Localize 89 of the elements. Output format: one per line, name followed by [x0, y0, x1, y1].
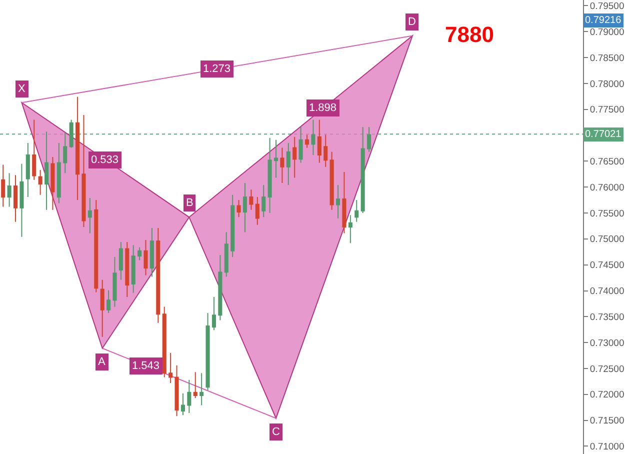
annotation: B [186, 197, 194, 209]
candlestick [180, 392, 185, 416]
candlestick [230, 194, 235, 258]
candlestick [118, 242, 123, 280]
candlestick [94, 200, 98, 293]
candlestick [44, 131, 49, 210]
candlestick [348, 214, 352, 244]
candlestick [131, 244, 136, 294]
candlestick [174, 364, 179, 417]
y-tick-label: 0.75000 [590, 234, 624, 246]
candlestick [7, 172, 12, 208]
candlestick [292, 136, 297, 178]
annotation: 7880 [445, 22, 494, 47]
candlestick [150, 228, 154, 278]
candlestick [56, 142, 61, 204]
y-tick-label: 0.78000 [590, 78, 624, 90]
candlestick [367, 126, 372, 152]
candlestick [112, 256, 117, 308]
annotation: X [18, 83, 26, 95]
candlestick [242, 182, 247, 233]
candlestick [50, 156, 55, 210]
candlestick [262, 184, 266, 218]
candlestick [304, 134, 310, 148]
candlestick [342, 172, 346, 234]
y-tick-label: 0.72500 [590, 364, 624, 375]
candlestick [125, 242, 130, 298]
candlestick [274, 139, 278, 178]
candlestick [330, 151, 334, 210]
candlestick [298, 126, 303, 164]
candlestick [144, 239, 148, 276]
candlestick [206, 312, 210, 391]
annotation: 1.273 [203, 63, 231, 75]
y-tick-label: 0.79000 [590, 26, 624, 38]
candlestick [82, 114, 86, 228]
candlestick [268, 137, 272, 214]
candlestick [13, 174, 18, 222]
candlestick [1, 164, 6, 208]
candlestick [138, 246, 142, 261]
y-tick-label: 0.73500 [590, 312, 624, 323]
annotation: A [98, 356, 106, 368]
ref-line-label: 0.77021 [585, 129, 622, 140]
candlestick [360, 126, 365, 214]
candlestick [26, 142, 30, 198]
y-tick-label: 0.74000 [590, 286, 624, 298]
candlestick [63, 132, 68, 174]
candlestick [106, 290, 111, 314]
candlestick [336, 184, 340, 219]
y-tick-label: 0.72000 [590, 390, 624, 401]
candlestick [354, 200, 359, 222]
y-tick-label: 0.73000 [590, 338, 624, 349]
candlestick [76, 96, 80, 201]
candlestick [236, 200, 241, 218]
y-tick-label: 0.76000 [590, 182, 624, 194]
candlestick [32, 119, 36, 180]
candlestick [212, 296, 216, 331]
y-tick-label: 0.75500 [590, 208, 624, 220]
candlestick [88, 197, 92, 234]
annotation: 0.79216 [585, 15, 622, 26]
candlestick [69, 119, 74, 148]
candlestick [156, 228, 160, 324]
candlestick [193, 372, 198, 399]
candlestick [200, 372, 204, 406]
candlestick [168, 352, 173, 384]
candlestick [286, 142, 290, 186]
y-tick-label: 0.77500 [590, 104, 624, 116]
y-tick-label: 0.74500 [590, 260, 624, 272]
candlestick [280, 147, 284, 184]
candlestick [249, 189, 254, 210]
candlestick [162, 306, 166, 378]
annotation: D [408, 16, 416, 28]
y-tick-label: 0.71500 [590, 416, 624, 427]
candlestick [324, 134, 328, 168]
annotation: 1.543 [132, 360, 160, 372]
y-tick-label: 0.78500 [590, 52, 624, 64]
y-tick-label: 0.71000 [590, 442, 624, 453]
annotation: C [272, 426, 280, 438]
candlestick [317, 119, 322, 164]
annotation: 0.533 [91, 154, 119, 166]
annotation: 1.898 [309, 102, 337, 114]
candlestick [311, 119, 316, 156]
candlestick [100, 279, 104, 338]
candlestick [224, 232, 228, 278]
candlestick [20, 163, 24, 238]
y-tick-label: 0.76500 [590, 156, 624, 168]
candlestick [38, 169, 42, 196]
candlestick [187, 379, 192, 414]
y-tick-label: 0.79500 [590, 1, 624, 12]
candlestick [218, 254, 222, 321]
candlestick [255, 196, 260, 226]
